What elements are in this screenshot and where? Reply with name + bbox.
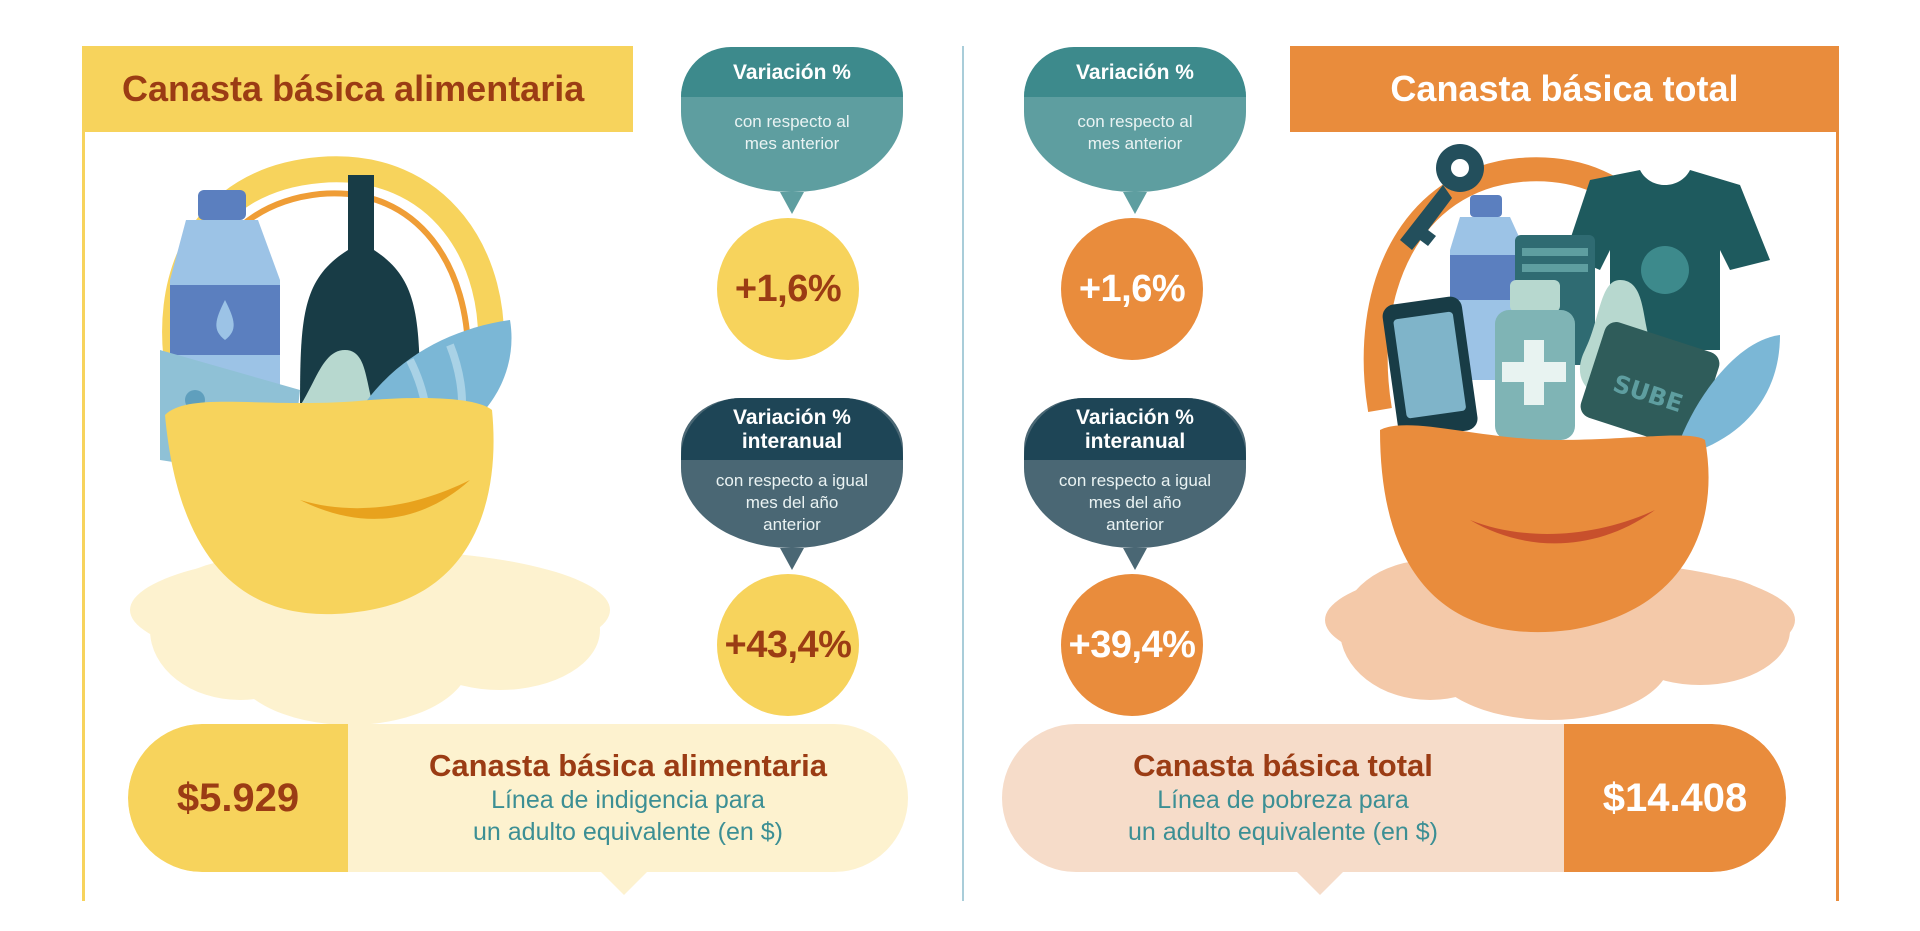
right-monthly-sub-1: con respecto al (1077, 112, 1193, 131)
left-monthly-head-band: Variación % (681, 47, 903, 97)
left-title-box: Canasta básica alimentaria (82, 46, 633, 132)
left-monthly-value: +1,6% (717, 218, 859, 360)
left-yearly-bubble: Variación % interanual con respecto a ig… (681, 398, 903, 570)
right-monthly-sub-2: mes anterior (1087, 134, 1183, 153)
left-summary-amount: $5.929 (128, 724, 348, 872)
right-summary-line-1: Línea de pobreza para (1157, 786, 1409, 814)
right-title-box: Canasta básica total (1290, 46, 1839, 132)
right-summary-amount: $14.408 (1564, 724, 1786, 872)
fish-icon (1680, 335, 1780, 450)
right-yearly-head-1: Variación % (1076, 406, 1194, 429)
phone-icon (1382, 296, 1478, 439)
left-yearly-head-band: Variación % interanual (681, 398, 903, 460)
right-title: Canasta básica total (1390, 68, 1739, 109)
left-monthly-sub-2: mes anterior (744, 134, 840, 153)
left-yearly-head-2: interanual (741, 430, 843, 453)
right-panel-border (1836, 46, 1839, 901)
right-yearly-head-2: interanual (1084, 430, 1186, 453)
left-monthly-head: Variación % (733, 61, 851, 84)
left-title: Canasta básica alimentaria (122, 68, 585, 109)
right-yearly-sub-3: anterior (1106, 515, 1164, 534)
left-summary-text: Canasta básica alimentaria Línea de indi… (348, 724, 908, 872)
right-yearly-value: +39,4% (1061, 574, 1203, 716)
left-yearly-sub-3: anterior (763, 515, 821, 534)
left-summary-pill: $5.929 Canasta básica alimentaria Línea … (128, 724, 908, 872)
left-yearly-value: +43,4% (717, 574, 859, 716)
left-summary-tail (600, 871, 648, 895)
right-summary-pill: Canasta básica total Línea de pobreza pa… (1002, 724, 1786, 872)
right-yearly-sub-2: mes del año (1088, 493, 1182, 512)
right-summary-text: Canasta básica total Línea de pobreza pa… (1002, 724, 1564, 872)
right-monthly-head: Variación % (1076, 61, 1194, 84)
left-yearly-sub-2: mes del año (745, 493, 839, 512)
left-monthly-bubble: Variación % con respecto al mes anterior (681, 47, 903, 214)
right-monthly-value: +1,6% (1061, 218, 1203, 360)
right-summary-tail (1296, 871, 1344, 895)
right-monthly-tail (1123, 192, 1147, 214)
left-yearly-head-1: Variación % (733, 406, 851, 429)
left-yearly-sub-1: con respecto a igual (715, 471, 869, 490)
left-yearly-tail (780, 548, 804, 570)
left-panel-border (82, 46, 85, 901)
left-summary-title: Canasta básica alimentaria (428, 748, 828, 783)
key-icon (1400, 144, 1484, 250)
right-yearly-bubble: Variación % interanual con respecto a ig… (1024, 398, 1246, 570)
medicine-icon (1495, 280, 1575, 440)
left-summary-line-2: un adulto equivalente (en $) (473, 818, 783, 846)
right-yearly-head-band: Variación % interanual (1024, 398, 1246, 460)
left-monthly-tail (780, 192, 804, 214)
sube-card-icon: SUBE (1580, 322, 1720, 448)
right-yearly-tail (1123, 548, 1147, 570)
right-summary-line-2: un adulto equivalente (en $) (1128, 818, 1438, 846)
right-yearly-sub-1: con respecto a igual (1058, 471, 1212, 490)
left-summary-line-1: Línea de indigencia para (491, 786, 765, 814)
left-monthly-sub-1: con respecto al (734, 112, 850, 131)
left-basket-illustration (130, 156, 610, 725)
right-basket-illustration: SUBE (1325, 144, 1795, 720)
right-monthly-head-band: Variación % (1024, 47, 1246, 97)
right-monthly-bubble: Variación % con respecto al mes anterior (1024, 47, 1246, 214)
center-divider (962, 46, 964, 901)
right-summary-title: Canasta básica total (1133, 748, 1433, 783)
